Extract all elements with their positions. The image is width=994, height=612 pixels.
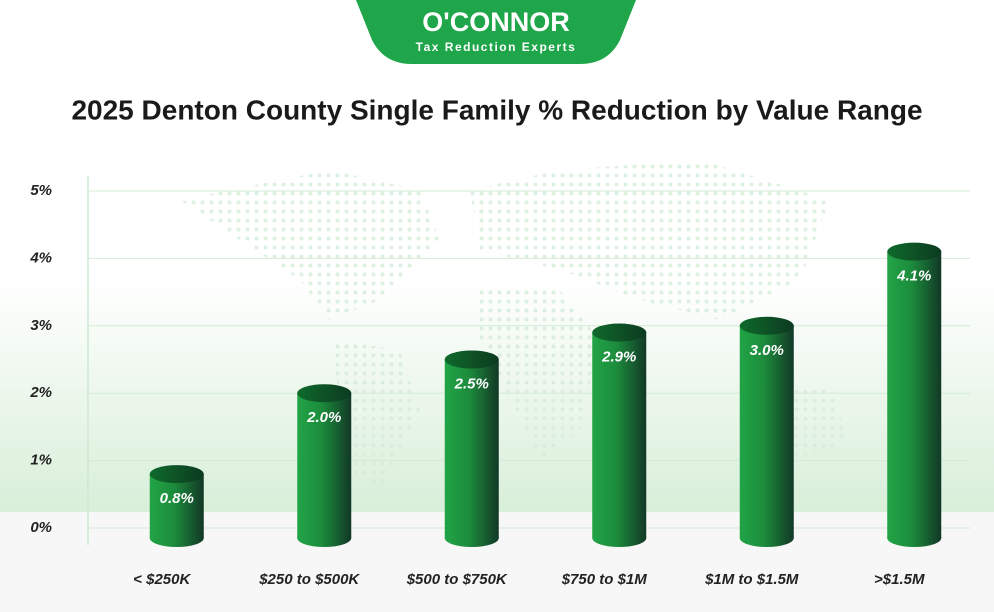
logo-tab: [356, 0, 636, 64]
value-label: 0.8%: [160, 490, 194, 507]
value-label: 4.1%: [896, 268, 931, 285]
value-label: 2.9%: [601, 349, 636, 366]
bar: [739, 325, 794, 538]
value-label: 2.0%: [306, 409, 341, 426]
x-tick-label: $1M to $1.5M: [704, 571, 799, 588]
bar: [444, 359, 499, 538]
x-tick-label: >$1.5M: [874, 571, 925, 588]
bar: [592, 332, 647, 538]
x-tick-label: < $250K: [133, 571, 191, 588]
bar-top: [887, 242, 942, 261]
x-tick-label: $500 to $750K: [406, 571, 508, 588]
bar: [887, 251, 942, 538]
bar-top: [297, 384, 352, 403]
y-tick-label: 3%: [30, 317, 52, 334]
bar-top: [444, 350, 499, 369]
bar-top: [592, 323, 647, 342]
y-tick-label: 5%: [30, 182, 52, 199]
logo-tagline: Tax Reduction Experts: [416, 40, 577, 54]
bar-top: [739, 316, 794, 335]
chart-title: 2025 Denton County Single Family % Reduc…: [71, 94, 922, 125]
logo-text: O'CONNOR: [422, 7, 569, 37]
bar: [149, 474, 204, 538]
y-tick-label: 1%: [30, 452, 52, 469]
y-tick-label: 2%: [29, 384, 52, 401]
y-tick-label: 4%: [29, 249, 52, 266]
x-tick-label: $250 to $500K: [258, 571, 360, 588]
bar: [297, 393, 352, 538]
value-label: 3.0%: [750, 342, 784, 359]
y-tick-label: 0%: [30, 519, 52, 536]
bar-top: [149, 465, 204, 484]
value-label: 2.5%: [454, 375, 489, 392]
x-tick-label: $750 to $1M: [561, 571, 648, 588]
